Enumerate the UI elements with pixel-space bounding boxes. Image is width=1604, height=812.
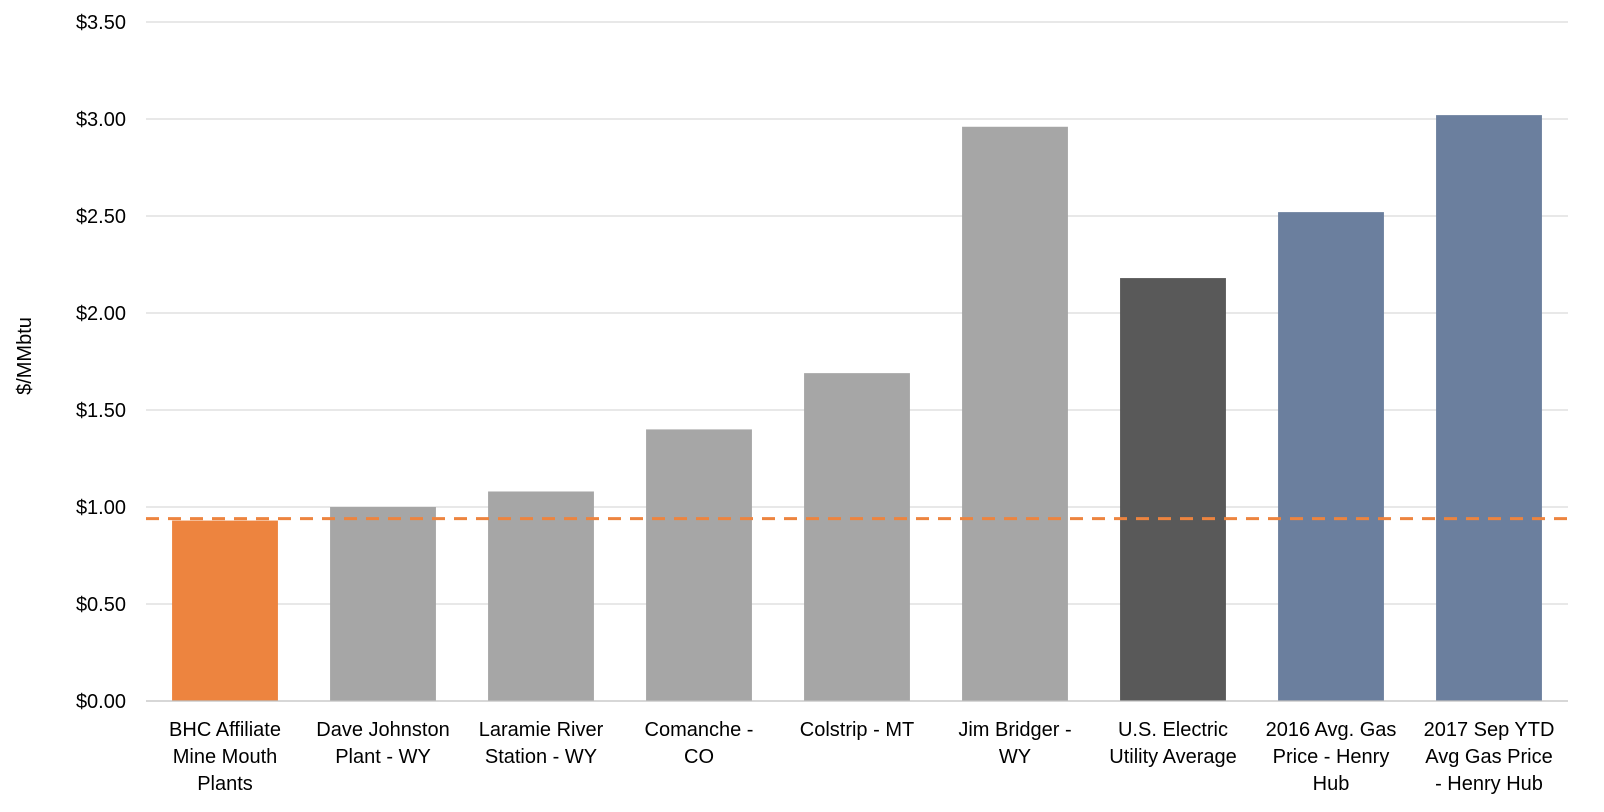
- category-label-line: Dave Johnston: [316, 719, 449, 741]
- category-label-line: BHC Affiliate: [169, 719, 281, 741]
- category-label-line: WY: [999, 746, 1031, 768]
- x-axis-category-labels: BHC Affiliate Mine Mouth Plants Dave Johnst…: [169, 719, 1554, 795]
- y-tick-label: $3.00: [76, 109, 126, 131]
- y-tick-label: $0.00: [76, 691, 126, 713]
- category-label: 2016 Avg. Gas Price - Henry Hub: [1266, 719, 1397, 795]
- category-label-line: - Henry Hub: [1435, 773, 1543, 795]
- y-tick-label: $1.00: [76, 497, 126, 519]
- category-label: Dave Johnston Plant - WY: [316, 719, 449, 768]
- bar-6: [962, 126, 1068, 701]
- category-label: Jim Bridger - WY: [958, 719, 1071, 768]
- category-label: 2017 Sep YTD Avg Gas Price - Henry Hub: [1424, 719, 1555, 795]
- y-tick-label: $0.50: [76, 594, 126, 616]
- bar-1: [172, 520, 278, 701]
- category-label-line: 2016 Avg. Gas: [1266, 719, 1397, 741]
- category-label-line: Plant - WY: [335, 746, 431, 768]
- category-label-line: Utility Average: [1109, 746, 1236, 768]
- bar-8: [1278, 212, 1384, 701]
- category-label-line: CO: [684, 746, 714, 768]
- y-tick-label: $2.50: [76, 206, 126, 228]
- category-label-line: Mine Mouth: [173, 746, 278, 768]
- category-label-line: Station - WY: [485, 746, 597, 768]
- category-label-line: Price - Henry: [1273, 746, 1390, 768]
- y-tick-label: $1.50: [76, 400, 126, 422]
- bar-5: [804, 373, 910, 701]
- bar-7: [1120, 278, 1226, 701]
- bar-9: [1436, 115, 1542, 702]
- y-axis-title: $/MMbtu: [14, 317, 36, 395]
- category-label: Comanche - CO: [645, 719, 754, 768]
- category-label-line: Comanche -: [645, 719, 754, 741]
- category-label: BHC Affiliate Mine Mouth Plants: [169, 719, 281, 795]
- category-label-line: Jim Bridger -: [958, 719, 1071, 741]
- category-label-line: Laramie River: [479, 719, 604, 741]
- category-label-line: 2017 Sep YTD: [1424, 719, 1555, 741]
- category-label-line: Avg Gas Price: [1425, 746, 1552, 768]
- bar-2: [330, 507, 436, 701]
- category-label: Laramie River Station - WY: [479, 719, 604, 768]
- bars: [172, 115, 1542, 702]
- y-tick-label: $2.00: [76, 303, 126, 325]
- y-axis-tick-labels: $0.00 $0.50 $1.00 $1.50 $2.00 $2.50 $3.00 $3.50: [76, 12, 126, 713]
- category-label: U.S. Electric Utility Average: [1109, 719, 1236, 768]
- y-tick-label: $3.50: [76, 12, 126, 34]
- category-label-line: Hub: [1313, 773, 1350, 795]
- category-label-line: Colstrip - MT: [800, 719, 914, 741]
- category-label-line: Plants: [197, 773, 253, 795]
- category-label: Colstrip - MT: [800, 719, 914, 741]
- bar-4: [646, 429, 752, 701]
- category-label-line: U.S. Electric: [1118, 719, 1228, 741]
- bar-3: [488, 491, 594, 701]
